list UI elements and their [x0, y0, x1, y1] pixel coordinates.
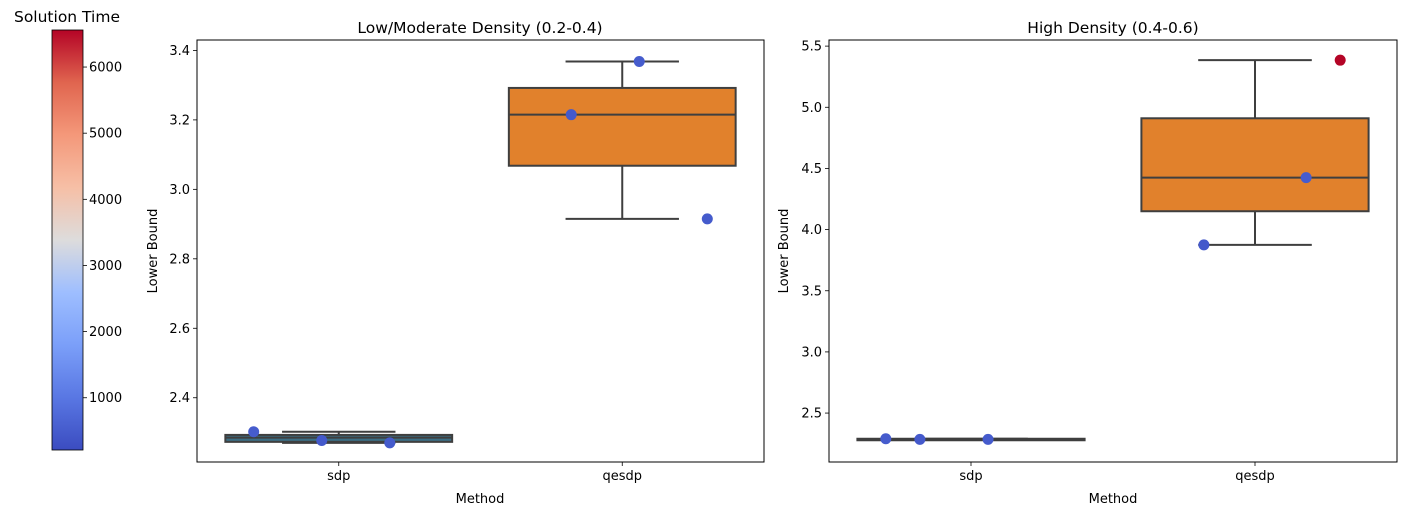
colorbar-tick-label: 6000: [89, 61, 122, 76]
y-axis-label: Lower Bound: [146, 209, 161, 294]
y-axis-label: Lower Bound: [777, 209, 792, 294]
box-body: [507, 86, 737, 167]
colorbar-title: Solution Time: [14, 8, 120, 26]
x-tick-label-sdp: sdp: [327, 469, 350, 484]
y-tick-label: 5.0: [801, 101, 822, 116]
data-point-sdp: [248, 426, 260, 438]
y-tick-label: 3.5: [801, 284, 822, 299]
data-point-qesdp: [701, 213, 713, 225]
y-tick-label: 4.0: [801, 223, 822, 238]
data-point-sdp: [982, 433, 994, 445]
box-sdp: [856, 437, 1086, 442]
data-point-sdp: [316, 434, 328, 446]
data-point-qesdp: [1300, 172, 1312, 184]
box-qesdp: [1140, 59, 1370, 246]
colorbar-tick-label: 2000: [89, 325, 122, 340]
y-tick-label: 2.4: [169, 391, 190, 406]
plot-frame: [196, 39, 765, 463]
panel-high-density: High Density (0.4-0.6) 2.5 3.0 3.5 4.0 4.5 5.…: [777, 19, 1398, 507]
x-axis-label: Method: [1089, 492, 1138, 507]
colorbar-tick-label: 3000: [89, 259, 122, 274]
colorbar-ticks: 1000 2000 3000 4000 5000 6000: [83, 61, 122, 406]
y-tick-label: 3.0: [169, 183, 190, 198]
colorbar-tick-label: 5000: [89, 127, 122, 142]
colorbar: Solution Time 1000 2000 3000 4000 5000 6000: [14, 8, 122, 451]
plot-frame: [828, 39, 1398, 463]
data-point-qesdp: [1334, 54, 1346, 66]
box-qesdp: [507, 60, 737, 220]
y-tick-label: 2.8: [169, 252, 190, 267]
y-tick-label: 2.6: [169, 322, 190, 337]
panel-low-moderate-density: Low/Moderate Density (0.2-0.4) 2.4 2.6 2.8…: [146, 19, 765, 507]
panel-title: Low/Moderate Density (0.2-0.4): [357, 19, 602, 37]
y-tick-label: 3.4: [169, 44, 190, 59]
colorbar-tick-label: 4000: [89, 193, 122, 208]
x-axis-label: Method: [456, 492, 505, 507]
x-tick-label-qesdp: qesdp: [602, 469, 642, 484]
data-point-sdp: [880, 433, 892, 445]
data-point-qesdp: [633, 56, 645, 68]
data-point-qesdp: [1198, 239, 1210, 251]
box-body: [1140, 117, 1370, 213]
x-tick-label-qesdp: qesdp: [1235, 469, 1275, 484]
y-tick-label: 2.5: [801, 407, 822, 422]
box-sdp: [224, 430, 454, 444]
y-tick-label: 3.0: [801, 345, 822, 360]
y-tick-label: 3.2: [169, 113, 190, 128]
data-point-sdp: [914, 433, 926, 445]
data-point-sdp: [384, 437, 396, 449]
x-tick-label-sdp: sdp: [959, 469, 982, 484]
data-point-qesdp: [565, 109, 577, 121]
y-tick-label: 5.5: [801, 40, 822, 55]
colorbar-gradient: [51, 29, 84, 451]
y-tick-label: 4.5: [801, 162, 822, 177]
panel-title: High Density (0.4-0.6): [1027, 19, 1198, 37]
colorbar-tick-label: 1000: [89, 391, 122, 406]
